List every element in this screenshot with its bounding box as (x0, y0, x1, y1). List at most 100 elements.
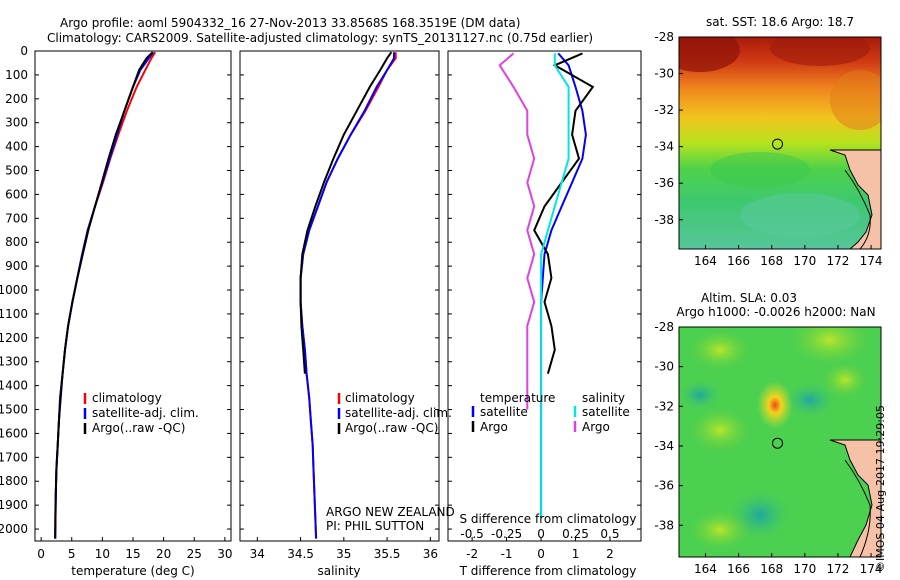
x-tick-labels: 0 5 10 15 20 25 30 34 34.5 35 35.5 36 -2 -1 0 1 2 -0.5 -0.… (37, 527, 619, 561)
difference-legend: temperature salinity satellite Argo sate… (471, 391, 630, 434)
series-line-satellite-adj-clim- (54, 51, 155, 539)
series-line-salinity-satellite (540, 53, 570, 518)
depth-tick-label: 800 (5, 235, 28, 249)
legend-t-satellite: satellite (480, 405, 528, 419)
x2-tick-label: 0.5 (600, 527, 619, 541)
tick-marks (35, 50, 641, 530)
temperature-xlabel: temperature (deg C) (71, 564, 194, 578)
x-tick-label: 34 (250, 547, 265, 561)
map-x-tick-label: 170 (793, 562, 816, 576)
series-line-climatology (54, 51, 156, 539)
map-x-tick-label: 172 (826, 254, 849, 268)
sst-argo-position-marker (772, 138, 784, 150)
map-y-tick-label: -30 (654, 360, 674, 374)
temperature-legend: climatology satellite-adj. clim. Argo(..… (83, 391, 199, 435)
legend-s-argo: Argo (582, 420, 610, 434)
x-tick-label: 10 (95, 547, 110, 561)
legend-title-temperature: temperature (480, 391, 555, 405)
legend-climatology: climatology (345, 391, 415, 405)
x2-tick-label: -0.25 (491, 527, 522, 541)
map-x-tick-label: 174 (860, 562, 883, 576)
map-x-tick-label: 164 (694, 562, 717, 576)
depth-tick-label: 1200 (0, 331, 28, 345)
legend-argo: Argo(..raw -QC) (345, 421, 438, 435)
depth-tick-label: 900 (5, 259, 28, 273)
x2-tick-label: 0 (537, 527, 545, 541)
depth-axis: 0 100 200 300 400 500 600 700 800 900 1000 1100 1200… (0, 44, 28, 536)
map-y-tick-label: -34 (654, 439, 674, 453)
sla-map-ticks: 164 166 168 170 172 174 -28 -30 -32 -34 -36 -38 (654, 320, 882, 576)
x-tick-label: 0 (37, 547, 45, 561)
x-tick-label: 35 (336, 547, 351, 561)
map-y-tick-label: -34 (654, 140, 674, 154)
x-tick-label: -2 (466, 547, 478, 561)
title-line-2: Climatology: CARS2009. Satellite-adjuste… (47, 31, 594, 45)
legend-argo: Argo(..raw -QC) (92, 421, 185, 435)
sst-map-frame (678, 36, 882, 250)
depth-tick-label: 600 (5, 187, 28, 201)
x-tick-label: 15 (125, 547, 140, 561)
series-line-argo-raw-qc- (299, 51, 393, 374)
x-tick-label: 0 (537, 547, 545, 561)
map-x-tick-label: 170 (793, 254, 816, 268)
map-x-tick-label: 168 (760, 562, 783, 576)
series-layer (54, 51, 595, 539)
depth-tick-label: 1700 (0, 450, 28, 464)
map-y-tick-label: -36 (654, 479, 674, 493)
depth-tick-label: 2000 (0, 522, 28, 536)
depth-tick-label: 0 (20, 44, 28, 58)
x-tick-label: 30 (217, 547, 232, 561)
depth-tick-label: 1400 (0, 379, 28, 393)
x-tick-label: 34.5 (287, 547, 314, 561)
map-x-tick-label: 166 (727, 562, 750, 576)
depth-tick-label: 200 (5, 92, 28, 106)
map-y-tick-label: -38 (654, 213, 674, 227)
x-tick-label: 35.5 (374, 547, 401, 561)
map-y-tick-label: -28 (654, 30, 674, 44)
x2-tick-label: -0.5 (460, 527, 483, 541)
depth-tick-label: 1500 (0, 403, 28, 417)
map-y-tick-label: -30 (654, 67, 674, 81)
series-line-salinity-argo (498, 52, 536, 410)
x-tick-label: 25 (187, 547, 202, 561)
series-line-satellite-adj-clim- (299, 52, 395, 539)
map-x-tick-label: 168 (760, 254, 783, 268)
sla-map-frame (678, 326, 882, 558)
legend-title-salinity: salinity (582, 391, 625, 405)
depth-tick-label: 1600 (0, 426, 28, 440)
depth-tick-label: 500 (5, 164, 28, 178)
legend-satellite-adj: satellite-adj. clim. (345, 406, 452, 420)
sla-argo-position-marker (772, 437, 784, 449)
float-pi: PI: PHIL SUTTON (326, 519, 424, 533)
depth-tick-label: 400 (5, 140, 28, 154)
salinity-panel-frame (239, 50, 440, 542)
depth-tick-label: 1900 (0, 498, 28, 512)
map-x-tick-label: 164 (694, 254, 717, 268)
map-y-tick-label: -28 (654, 320, 674, 334)
map-y-tick-label: -32 (654, 103, 674, 117)
sla-map-title-1: Altim. SLA: 0.03 (701, 291, 797, 305)
legend-t-argo: Argo (480, 420, 508, 434)
map-y-tick-label: -32 (654, 399, 674, 413)
x-tick-label: -1 (501, 547, 513, 561)
series-line-temperature-satellite (540, 52, 587, 518)
depth-tick-label: 700 (5, 211, 28, 225)
depth-tick-label: 1800 (0, 474, 28, 488)
depth-tick-label: 300 (5, 116, 28, 130)
sla-heatmap (679, 327, 881, 557)
x-tick-label: 20 (156, 547, 171, 561)
map-x-tick-label: 166 (727, 254, 750, 268)
title-line-1: Argo profile: aoml 5904332_16 27-Nov-201… (60, 16, 521, 30)
series-line-argo-raw-qc- (54, 51, 154, 539)
depth-tick-label: 100 (5, 68, 28, 82)
map-y-tick-label: -36 (654, 176, 674, 190)
imos-timestamp: ©IMOS 04-Aug-2017 19:29:05 (874, 405, 887, 572)
sst-map-title: sat. SST: 18.6 Argo: 18.7 (706, 15, 854, 29)
x-tick-label: 2 (606, 547, 614, 561)
t-diff-xlabel: T difference from climatology (459, 564, 637, 578)
legend-satellite-adj: satellite-adj. clim. (92, 406, 199, 420)
salinity-xlabel: salinity (317, 564, 360, 578)
map-x-tick-label: 174 (860, 254, 883, 268)
salinity-legend: climatology satellite-adj. clim. Argo(..… (337, 391, 452, 435)
sst-map-ticks: 164 166 168 170 172 174 -28 -30 -32 -34 -36 -38 (654, 30, 882, 268)
